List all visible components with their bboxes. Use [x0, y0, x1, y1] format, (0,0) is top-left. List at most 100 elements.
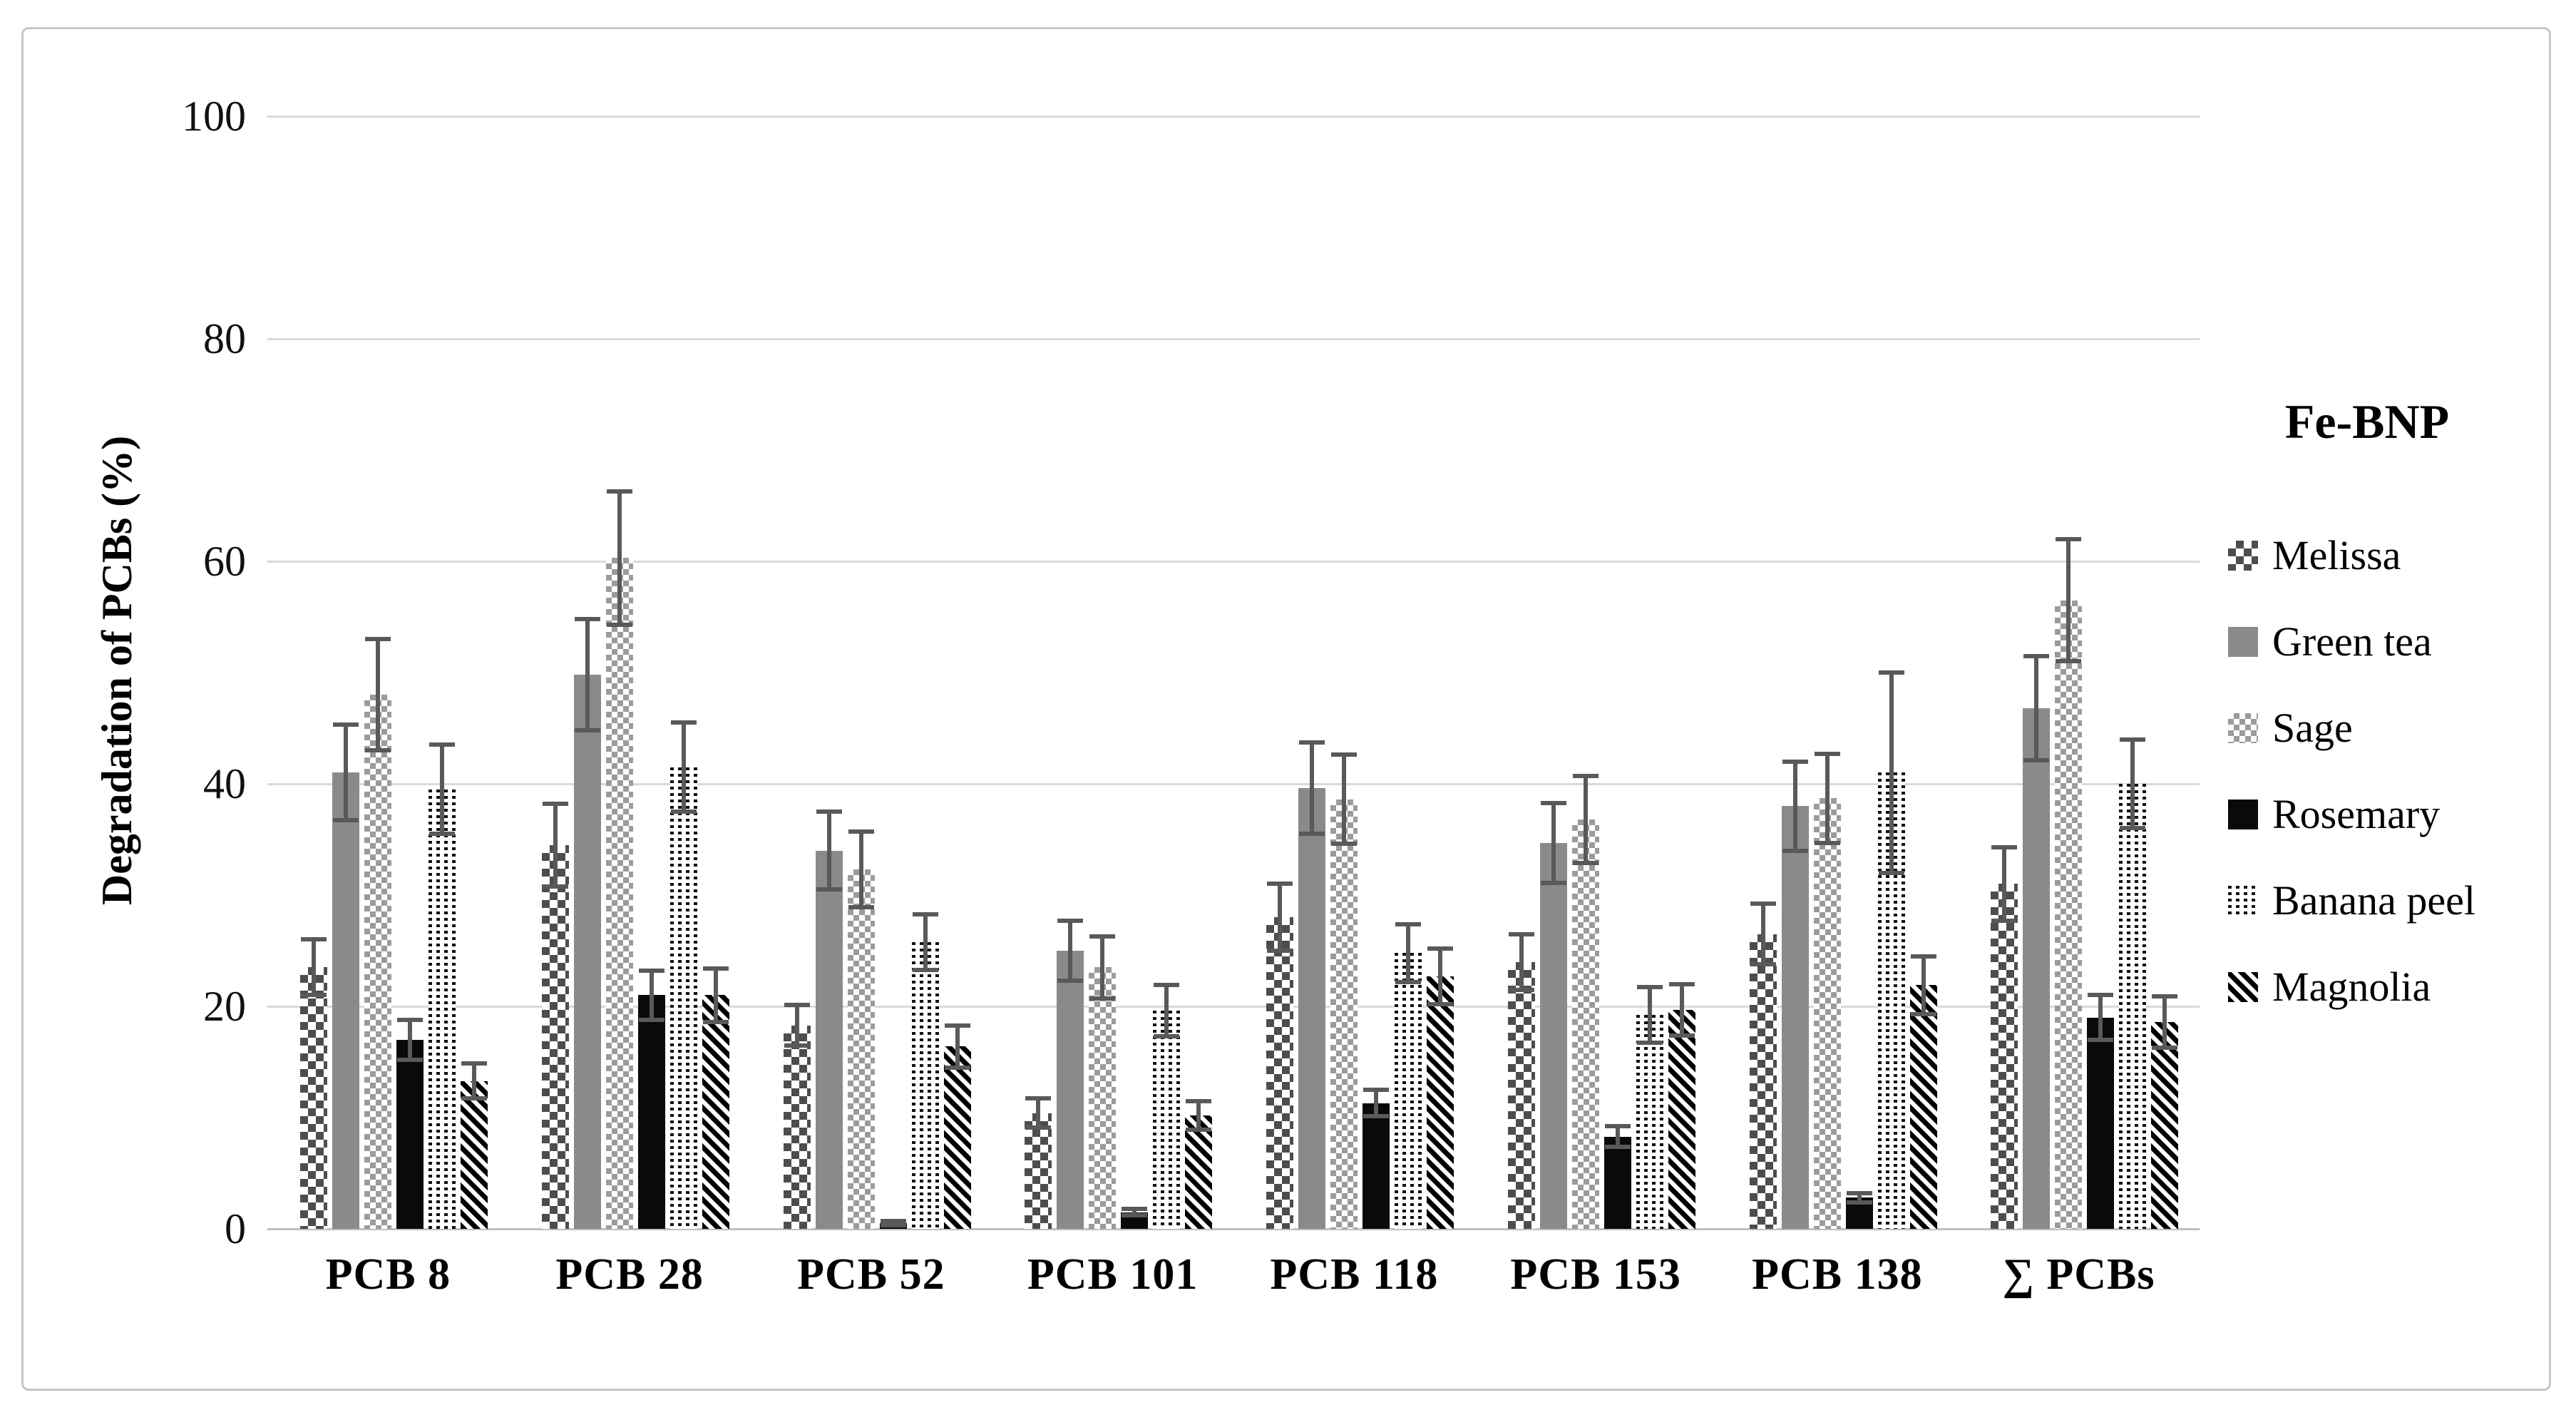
- error-bar-cap-top: [912, 911, 938, 916]
- bar-green-tea-pcb-153: [1539, 842, 1567, 1229]
- y-axis-title: Degradation of PCBs (%): [93, 435, 140, 906]
- error-bar-cap-top: [1025, 1096, 1052, 1101]
- y-tick-label: 0: [225, 1205, 246, 1252]
- bar-melissa-pcb-118: [1266, 917, 1293, 1229]
- error-bar-cap-top: [333, 722, 359, 727]
- legend-swatch-green-tea: [2228, 626, 2258, 657]
- error-bar-melissa-pcb-153: [1519, 934, 1524, 990]
- error-bar-green-tea-pcb-138: [1792, 761, 1797, 851]
- error-bar-cap-bottom: [1668, 1033, 1695, 1038]
- error-bar-cap-bottom: [702, 1019, 729, 1024]
- bar-sage-pcb-138: [1813, 798, 1841, 1229]
- error-bar-cap-bottom: [1750, 961, 1776, 966]
- error-bar-cap-top: [1331, 752, 1357, 757]
- error-bar-cap-bottom: [1508, 987, 1534, 992]
- error-bar-cap-bottom: [2120, 826, 2146, 831]
- error-bar-cap-bottom: [944, 1065, 970, 1070]
- error-bar-cap-top: [606, 489, 632, 494]
- error-bar-banana-peel-pcb-118: [1406, 924, 1410, 982]
- legend-label-magnolia: Magnolia: [2272, 964, 2431, 1010]
- error-bar-cap-top: [1267, 882, 1293, 887]
- error-bar-melissa-pcbs: [2002, 847, 2007, 921]
- error-bar-cap-bottom: [1636, 1041, 1663, 1046]
- error-bar-cap-bottom: [1186, 1128, 1212, 1133]
- error-bar-cap-top: [1057, 918, 1084, 923]
- bar-rosemary-pcb-8: [396, 1039, 424, 1229]
- error-bar-cap-top: [638, 969, 664, 974]
- error-bar-cap-bottom: [880, 1223, 906, 1228]
- error-bar-magnolia-pcb-138: [1921, 956, 1926, 1014]
- bar-banana-peel-pcbs: [2119, 784, 2147, 1229]
- error-bar-cap-top: [1508, 931, 1534, 936]
- error-bar-cap-bottom: [1540, 880, 1566, 885]
- gridline: [267, 1006, 2200, 1008]
- error-bar-cap-bottom: [1991, 918, 2018, 923]
- error-bar-cap-top: [1186, 1098, 1212, 1103]
- x-axis-line: [267, 1228, 2200, 1230]
- error-bar-cap-bottom: [301, 993, 327, 998]
- bar-rosemary-pcbs: [2087, 1017, 2115, 1229]
- error-bar-cap-top: [702, 966, 729, 971]
- x-category-label-pcb-8: PCB 8: [325, 1250, 451, 1299]
- error-bar-cap-top: [1363, 1088, 1389, 1092]
- error-bar-cap-top: [1668, 981, 1695, 986]
- legend-swatch-banana-peel: [2228, 885, 2258, 916]
- error-bar-cap-top: [2088, 993, 2114, 998]
- error-bar-cap-bottom: [574, 728, 600, 733]
- error-bar-cap-top: [1878, 670, 1904, 675]
- error-bar-melissa-pcb-138: [1760, 904, 1765, 964]
- error-bar-green-tea-pcb-153: [1551, 802, 1556, 883]
- error-bar-cap-bottom: [1025, 1125, 1052, 1130]
- bar-melissa-pcb-52: [783, 1025, 811, 1229]
- error-bar-magnolia-pcbs: [2162, 996, 2167, 1048]
- error-bar-rosemary-pcb-118: [1374, 1090, 1378, 1117]
- error-bar-rosemary-pcbs: [2098, 995, 2103, 1040]
- x-category-label-pcb-52: PCB 52: [797, 1250, 945, 1299]
- bar-magnolia-pcb-101: [1185, 1115, 1213, 1229]
- y-tick-label: 100: [182, 93, 246, 140]
- bar-magnolia-pcb-52: [943, 1046, 971, 1229]
- legend-label-rosemary: Rosemary: [2272, 791, 2441, 837]
- bar-rosemary-pcb-28: [637, 995, 665, 1229]
- error-bar-melissa-pcb-118: [1278, 884, 1282, 951]
- error-bar-sage-pcb-8: [376, 639, 380, 751]
- error-bar-magnolia-pcb-101: [1196, 1100, 1201, 1130]
- bar-melissa-pcb-138: [1749, 934, 1777, 1229]
- x-category-label-pcb-138: PCB 138: [1752, 1250, 1923, 1299]
- bar-green-tea-pcb-8: [332, 772, 359, 1229]
- error-bar-sage-pcb-138: [1825, 753, 1830, 843]
- bar-banana-peel-pcb-118: [1395, 953, 1422, 1229]
- error-bar-cap-bottom: [638, 1017, 664, 1022]
- legend-label-sage: Sage: [2272, 705, 2353, 751]
- bar-magnolia-pcb-153: [1668, 1009, 1695, 1229]
- error-bar-green-tea-pcbs: [2034, 655, 2039, 761]
- error-bar-magnolia-pcb-8: [472, 1063, 476, 1099]
- bar-green-tea-pcb-118: [1298, 788, 1325, 1229]
- error-bar-cap-top: [461, 1061, 487, 1066]
- bar-banana-peel-pcb-101: [1153, 1011, 1181, 1229]
- error-bar-green-tea-pcb-101: [1068, 920, 1073, 981]
- error-bar-rosemary-pcb-101: [1132, 1208, 1137, 1216]
- error-bar-melissa-pcb-101: [1036, 1098, 1041, 1128]
- bar-sage-pcb-52: [847, 869, 875, 1229]
- error-bar-cap-bottom: [429, 832, 455, 837]
- error-bar-cap-top: [1299, 740, 1325, 745]
- bar-banana-peel-pcb-52: [911, 941, 939, 1229]
- error-bar-sage-pcb-118: [1342, 755, 1346, 844]
- bar-melissa-pcb-8: [300, 967, 327, 1229]
- legend-title: Fe-BNP: [2284, 394, 2450, 449]
- error-bar-rosemary-pcb-138: [1857, 1193, 1862, 1202]
- error-bar-cap-bottom: [848, 905, 874, 910]
- error-bar-banana-peel-pcb-52: [923, 914, 928, 970]
- legend-entry-banana-peel: Banana peel: [2228, 857, 2563, 944]
- error-bar-cap-top: [1122, 1206, 1148, 1211]
- error-bar-cap-bottom: [1572, 860, 1599, 865]
- error-bar-cap-bottom: [1910, 1011, 1936, 1016]
- bar-banana-peel-pcb-28: [669, 767, 697, 1229]
- error-bar-cap-top: [429, 742, 455, 747]
- bar-magnolia-pcb-118: [1427, 976, 1454, 1229]
- error-bar-cap-bottom: [1395, 979, 1421, 984]
- y-tick-label: 60: [203, 538, 246, 585]
- error-bar-rosemary-pcb-28: [649, 971, 654, 1020]
